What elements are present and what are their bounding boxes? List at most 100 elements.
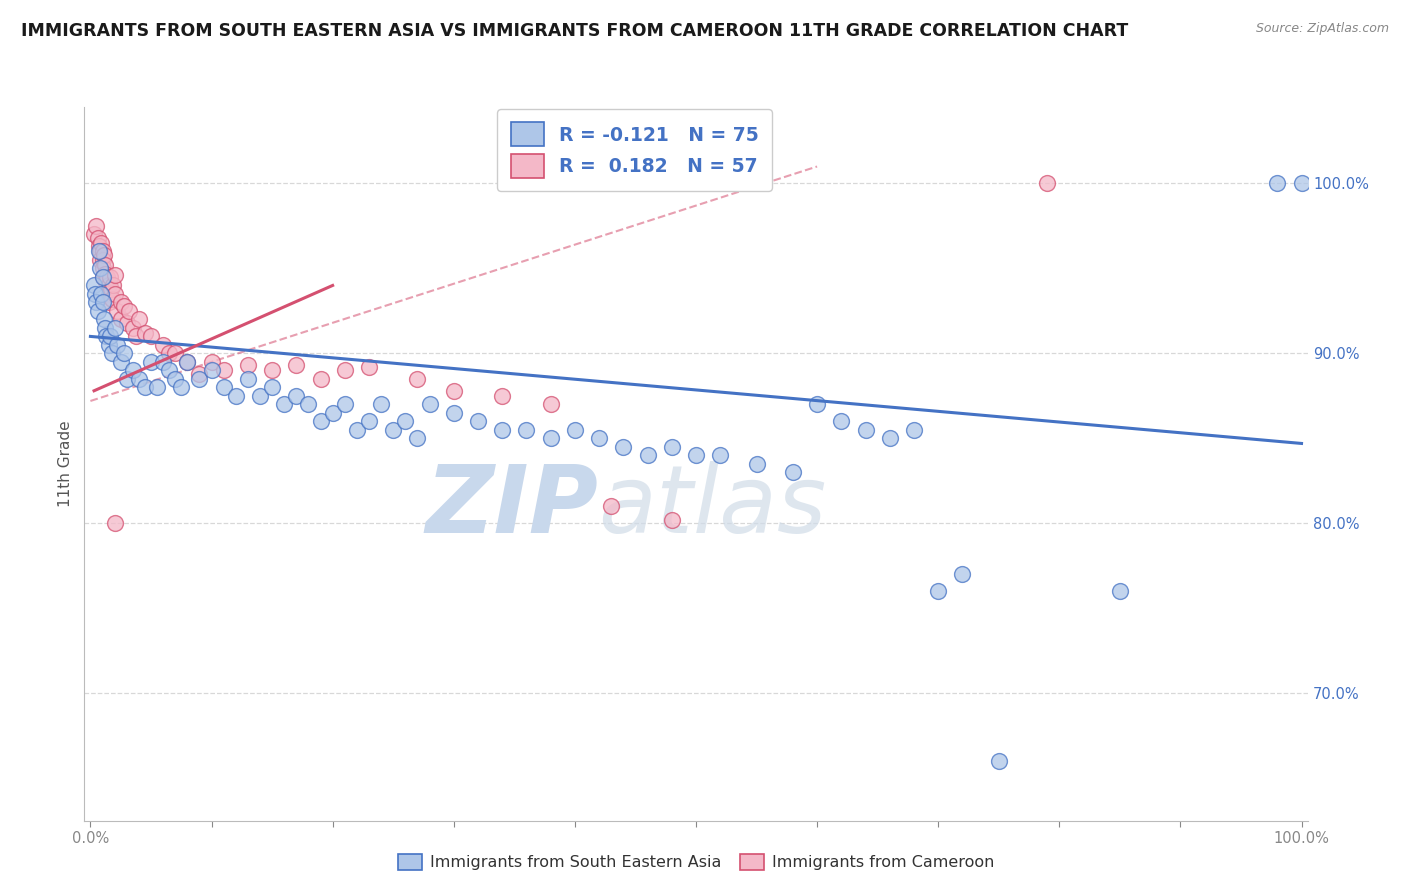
Point xyxy=(176,355,198,369)
Point xyxy=(491,423,513,437)
Point xyxy=(86,304,108,318)
Point xyxy=(104,321,127,335)
Point xyxy=(285,359,308,373)
Point xyxy=(322,406,344,420)
Point xyxy=(97,338,120,352)
Point xyxy=(1108,584,1130,599)
Point xyxy=(86,219,108,233)
Point xyxy=(110,312,132,326)
Point xyxy=(188,372,211,386)
Point xyxy=(93,312,115,326)
Point xyxy=(83,227,105,242)
Point xyxy=(128,372,150,386)
Point xyxy=(382,423,405,437)
Point xyxy=(139,355,162,369)
Point xyxy=(97,287,120,301)
Point xyxy=(200,355,222,369)
Point xyxy=(370,397,392,411)
Point xyxy=(262,363,284,377)
Point xyxy=(685,448,707,462)
Point xyxy=(87,239,110,253)
Point xyxy=(84,287,107,301)
Point xyxy=(443,406,465,420)
Point xyxy=(333,397,356,411)
Point xyxy=(443,384,465,398)
Point xyxy=(467,414,489,428)
Point xyxy=(146,380,169,394)
Point xyxy=(249,389,271,403)
Point xyxy=(94,321,117,335)
Point xyxy=(101,346,124,360)
Point xyxy=(93,248,115,262)
Y-axis label: 11th Grade: 11th Grade xyxy=(58,420,73,508)
Point xyxy=(152,355,174,369)
Point xyxy=(165,372,187,386)
Point xyxy=(745,457,768,471)
Point xyxy=(309,372,332,386)
Point xyxy=(709,448,731,462)
Point xyxy=(588,431,610,445)
Point xyxy=(357,359,380,374)
Point xyxy=(515,423,537,437)
Point xyxy=(225,389,247,403)
Point xyxy=(115,316,138,330)
Point xyxy=(394,414,416,428)
Point xyxy=(927,584,949,599)
Point xyxy=(110,295,132,310)
Point xyxy=(782,466,804,480)
Point xyxy=(128,312,150,326)
Point xyxy=(96,269,118,284)
Point xyxy=(855,423,877,437)
Point xyxy=(152,338,174,352)
Point xyxy=(830,414,852,428)
Point xyxy=(134,326,156,340)
Point xyxy=(94,267,117,281)
Point xyxy=(637,448,659,462)
Point xyxy=(134,380,156,394)
Point xyxy=(91,269,114,284)
Point xyxy=(121,321,143,335)
Point xyxy=(97,278,120,293)
Point xyxy=(1036,177,1059,191)
Point xyxy=(200,363,222,377)
Text: IMMIGRANTS FROM SOUTH EASTERN ASIA VS IMMIGRANTS FROM CAMEROON 11TH GRADE CORREL: IMMIGRANTS FROM SOUTH EASTERN ASIA VS IM… xyxy=(21,22,1129,40)
Point xyxy=(188,367,211,381)
Point xyxy=(89,252,111,267)
Text: atlas: atlas xyxy=(598,461,827,552)
Point xyxy=(157,346,180,360)
Point xyxy=(90,287,112,301)
Point xyxy=(600,500,623,514)
Point xyxy=(879,431,901,445)
Point xyxy=(112,346,135,360)
Point xyxy=(987,754,1010,768)
Point xyxy=(418,397,440,411)
Point xyxy=(90,235,112,250)
Text: ZIP: ZIP xyxy=(425,460,598,553)
Point xyxy=(212,363,235,377)
Point xyxy=(406,431,429,445)
Point xyxy=(86,295,108,310)
Point xyxy=(661,513,683,527)
Point xyxy=(121,363,143,377)
Point xyxy=(952,567,974,582)
Point xyxy=(89,244,111,259)
Point xyxy=(346,423,368,437)
Point xyxy=(118,304,141,318)
Legend: Immigrants from South Eastern Asia, Immigrants from Cameroon: Immigrants from South Eastern Asia, Immi… xyxy=(391,847,1001,877)
Point xyxy=(101,292,124,306)
Point xyxy=(104,516,127,531)
Point xyxy=(83,278,105,293)
Point xyxy=(406,372,429,386)
Point xyxy=(236,372,259,386)
Point xyxy=(87,244,110,259)
Point xyxy=(170,380,193,394)
Point xyxy=(91,252,114,267)
Point xyxy=(491,389,513,403)
Point xyxy=(1291,177,1313,191)
Point xyxy=(91,261,114,276)
Point xyxy=(212,380,235,394)
Point xyxy=(285,389,308,403)
Point xyxy=(97,295,120,310)
Point xyxy=(273,397,295,411)
Text: Source: ZipAtlas.com: Source: ZipAtlas.com xyxy=(1256,22,1389,36)
